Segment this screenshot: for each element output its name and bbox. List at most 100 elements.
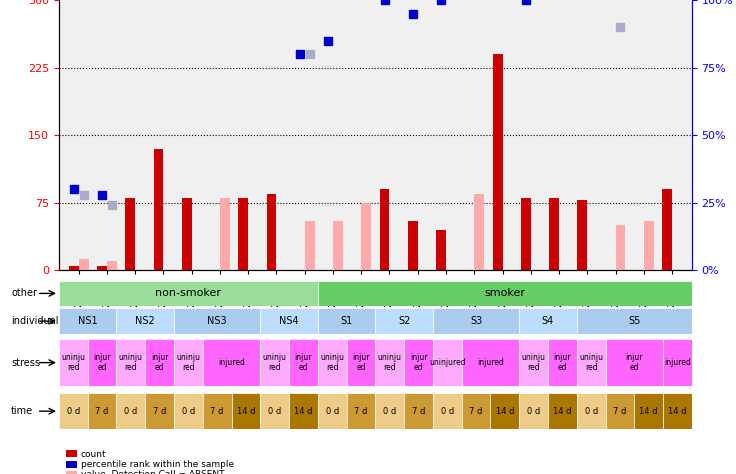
- Text: 7 d: 7 d: [470, 407, 483, 416]
- Text: S1: S1: [341, 316, 353, 326]
- Text: injured: injured: [477, 358, 504, 367]
- Text: S3: S3: [470, 316, 482, 326]
- Text: individual: individual: [11, 316, 59, 326]
- Text: other: other: [11, 288, 37, 299]
- Text: injur
ed: injur ed: [294, 353, 312, 372]
- Bar: [615, 225, 626, 270]
- FancyBboxPatch shape: [375, 308, 433, 334]
- FancyBboxPatch shape: [663, 393, 692, 429]
- Text: smoker: smoker: [484, 288, 526, 299]
- FancyBboxPatch shape: [347, 393, 375, 429]
- FancyBboxPatch shape: [289, 339, 318, 386]
- Text: S2: S2: [398, 316, 410, 326]
- Text: NS4: NS4: [279, 316, 299, 326]
- Text: injured: injured: [664, 358, 691, 367]
- Text: injured: injured: [218, 358, 245, 367]
- Text: NS1: NS1: [78, 316, 97, 326]
- Text: NS3: NS3: [208, 316, 227, 326]
- Bar: [549, 198, 559, 270]
- Text: injur
ed: injur ed: [151, 353, 169, 372]
- FancyBboxPatch shape: [347, 339, 375, 386]
- FancyBboxPatch shape: [548, 393, 577, 429]
- Bar: [436, 230, 446, 270]
- Bar: [182, 198, 191, 270]
- FancyBboxPatch shape: [375, 339, 404, 386]
- Bar: [662, 189, 672, 270]
- FancyBboxPatch shape: [548, 339, 577, 386]
- FancyBboxPatch shape: [490, 393, 519, 429]
- Bar: [644, 221, 654, 270]
- FancyBboxPatch shape: [174, 339, 202, 386]
- Bar: [125, 198, 135, 270]
- Text: 0 d: 0 d: [383, 407, 397, 416]
- Bar: [521, 198, 531, 270]
- FancyBboxPatch shape: [663, 339, 692, 386]
- FancyBboxPatch shape: [404, 339, 433, 386]
- Text: 14 d: 14 d: [294, 407, 313, 416]
- FancyBboxPatch shape: [318, 393, 347, 429]
- Text: uninju
red: uninju red: [177, 353, 200, 372]
- Bar: [68, 266, 79, 270]
- Text: 14 d: 14 d: [495, 407, 514, 416]
- FancyBboxPatch shape: [606, 339, 663, 386]
- FancyBboxPatch shape: [606, 393, 634, 429]
- FancyBboxPatch shape: [116, 393, 145, 429]
- FancyBboxPatch shape: [433, 339, 461, 386]
- Text: uninju
red: uninju red: [263, 353, 286, 372]
- FancyBboxPatch shape: [519, 339, 548, 386]
- Text: percentile rank within the sample: percentile rank within the sample: [81, 460, 234, 469]
- FancyBboxPatch shape: [261, 308, 318, 334]
- Bar: [220, 198, 230, 270]
- Bar: [408, 221, 418, 270]
- FancyBboxPatch shape: [461, 393, 490, 429]
- Text: uninju
red: uninju red: [579, 353, 603, 372]
- FancyBboxPatch shape: [289, 393, 318, 429]
- Text: 0 d: 0 d: [124, 407, 138, 416]
- FancyBboxPatch shape: [318, 308, 375, 334]
- Text: 7 d: 7 d: [153, 407, 166, 416]
- Text: 14 d: 14 d: [553, 407, 572, 416]
- FancyBboxPatch shape: [375, 393, 404, 429]
- Text: uninju
red: uninju red: [61, 353, 85, 372]
- Text: 0 d: 0 d: [67, 407, 80, 416]
- Text: 0 d: 0 d: [527, 407, 540, 416]
- Text: 7 d: 7 d: [354, 407, 368, 416]
- Text: NS2: NS2: [135, 316, 155, 326]
- FancyBboxPatch shape: [59, 393, 88, 429]
- FancyBboxPatch shape: [318, 281, 692, 306]
- FancyBboxPatch shape: [577, 308, 692, 334]
- FancyBboxPatch shape: [261, 393, 289, 429]
- FancyBboxPatch shape: [261, 339, 289, 386]
- FancyBboxPatch shape: [88, 339, 116, 386]
- Text: 7 d: 7 d: [96, 407, 109, 416]
- Text: stress: stress: [11, 357, 40, 368]
- Text: 0 d: 0 d: [182, 407, 195, 416]
- Text: 0 d: 0 d: [325, 407, 339, 416]
- FancyBboxPatch shape: [202, 393, 232, 429]
- Text: uninju
red: uninju red: [522, 353, 545, 372]
- Bar: [578, 200, 587, 270]
- FancyBboxPatch shape: [519, 308, 577, 334]
- FancyBboxPatch shape: [174, 308, 261, 334]
- FancyBboxPatch shape: [433, 393, 461, 429]
- Text: uninjured: uninjured: [429, 358, 466, 367]
- FancyBboxPatch shape: [88, 393, 116, 429]
- Bar: [380, 189, 389, 270]
- Text: uninju
red: uninju red: [118, 353, 143, 372]
- FancyBboxPatch shape: [433, 308, 519, 334]
- FancyBboxPatch shape: [318, 339, 347, 386]
- FancyBboxPatch shape: [577, 339, 606, 386]
- Bar: [474, 194, 484, 270]
- Text: 7 d: 7 d: [412, 407, 425, 416]
- FancyBboxPatch shape: [145, 339, 174, 386]
- Text: S5: S5: [628, 316, 640, 326]
- Text: value, Detection Call = ABSENT: value, Detection Call = ABSENT: [81, 471, 224, 474]
- Text: 14 d: 14 d: [237, 407, 255, 416]
- Text: 7 d: 7 d: [210, 407, 224, 416]
- Bar: [107, 261, 117, 270]
- Text: 0 d: 0 d: [268, 407, 281, 416]
- Text: 14 d: 14 d: [640, 407, 658, 416]
- FancyBboxPatch shape: [59, 339, 88, 386]
- Bar: [79, 259, 88, 270]
- FancyBboxPatch shape: [577, 393, 606, 429]
